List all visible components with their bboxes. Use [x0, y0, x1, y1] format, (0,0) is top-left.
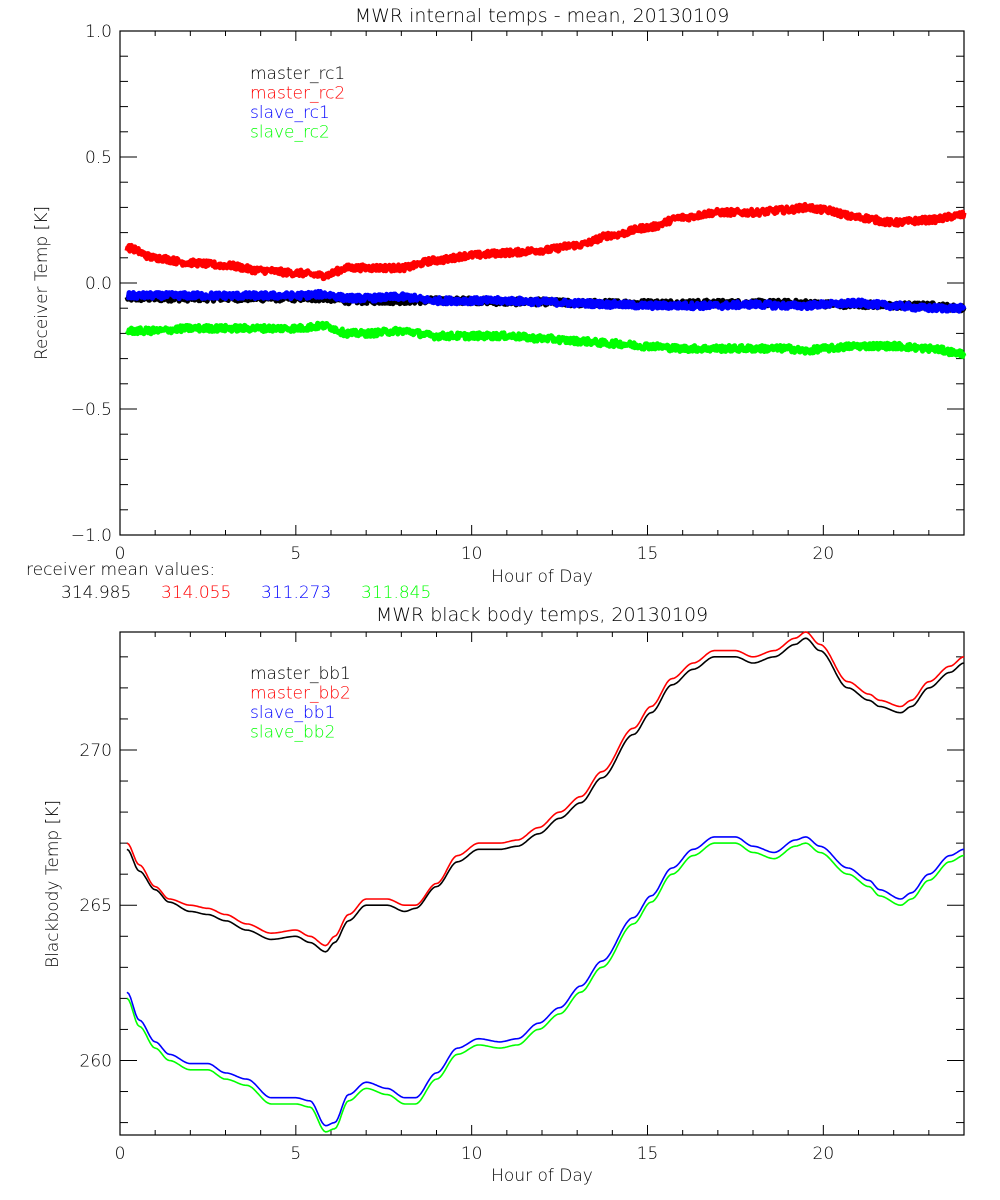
x-tick-label: 5	[290, 1144, 301, 1164]
series-line-master-rc2	[124, 201, 967, 282]
x-axis-label: Hour of Day	[491, 1166, 593, 1186]
legend-entry-slave-bb2: slave_bb2	[250, 723, 335, 743]
mean-value-master-rc1: 314.985	[61, 583, 131, 603]
legend-entry-slave-rc2: slave_rc2	[250, 123, 330, 143]
series-line-slave-bb1	[126, 836, 965, 1127]
x-tick-label: 5	[290, 544, 301, 564]
y-tick-label: 0.5	[85, 148, 112, 168]
series-line-master-bb2	[126, 631, 965, 947]
legend-entry-master-rc2: master_rc2	[250, 84, 345, 104]
mean-value-slave-rc2: 311.845	[361, 583, 431, 603]
x-tick-label: 10	[461, 1144, 483, 1164]
legend-entry-slave-bb1: slave_bb1	[250, 703, 335, 723]
x-axis-label: Hour of Day	[491, 567, 593, 587]
y-tick-label: 265	[80, 896, 112, 916]
x-tick-label: 20	[813, 1144, 835, 1164]
series-lines	[126, 631, 965, 1133]
y-tick-label: 260	[80, 1051, 112, 1071]
x-tick-label: 15	[637, 544, 659, 564]
y-tick-label: −0.5	[71, 400, 112, 420]
axes: 0 5 10 15 20 260 265 270	[80, 631, 965, 1164]
mean-value-slave-rc1: 311.273	[261, 583, 331, 603]
receiver-mean-values: receiver mean values: 314.985 314.055 31…	[26, 560, 431, 603]
blackbody-temps-chart: MWR black body temps, 20130109 Hour of D…	[43, 604, 965, 1186]
mean-values-label: receiver mean values:	[26, 560, 215, 580]
series-line-slave-rc1	[125, 288, 967, 314]
chart-title: MWR black body temps, 20130109	[376, 604, 708, 626]
y-tick-label: −1.0	[71, 526, 112, 546]
y-tick-label: 1.0	[85, 22, 112, 42]
x-tick-label: 10	[461, 544, 483, 564]
y-axis-label: Blackbody Temp [K]	[43, 800, 63, 968]
receiver-temps-chart: MWR internal temps - mean, 20130109 Hour…	[32, 5, 967, 587]
legend-entry-master-bb2: master_bb2	[250, 684, 351, 704]
series-line-master-bb1	[126, 637, 965, 953]
y-axis-label: Receiver Temp [K]	[32, 206, 52, 360]
x-tick-label: 0	[115, 544, 126, 564]
x-tick-label: 0	[115, 1144, 126, 1164]
series-line-slave-bb2	[126, 842, 965, 1133]
series-lines	[124, 201, 967, 359]
x-tick-label: 20	[813, 544, 835, 564]
chart-title: MWR internal temps - mean, 20130109	[355, 5, 730, 27]
mean-value-master-rc2: 314.055	[161, 583, 231, 603]
legend-entry-slave-rc1: slave_rc1	[250, 103, 330, 123]
series-line-slave-rc2	[125, 320, 967, 359]
legend-entry-master-bb1: master_bb1	[250, 664, 351, 684]
axes: 0 5 10 15 20 −1.0 −0.5 0.0 0.5 1.0	[71, 22, 965, 564]
x-tick-label: 15	[637, 1144, 659, 1164]
legend-entry-master-rc1: master_rc1	[250, 64, 345, 84]
plot-frame	[119, 631, 965, 1136]
y-tick-label: 0.0	[85, 274, 112, 294]
y-tick-label: 270	[80, 741, 112, 761]
plot-frame	[119, 30, 965, 536]
